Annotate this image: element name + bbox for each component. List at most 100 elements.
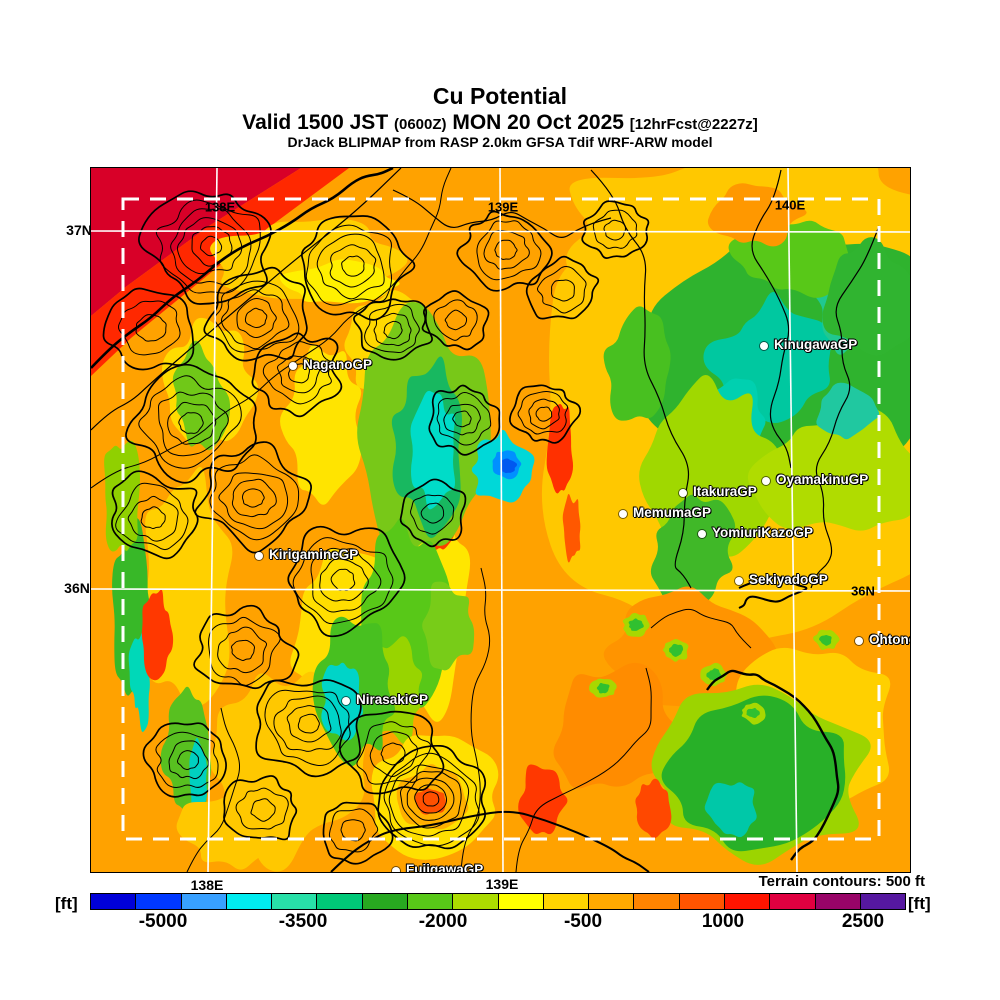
contour-art-path [199, 235, 223, 257]
contour-art-path [536, 266, 587, 314]
color-scale-bar [90, 893, 906, 910]
contour-art-path [535, 406, 553, 422]
valid-date: MON 20 Oct 2025 [446, 110, 630, 134]
station-dot-icon [289, 362, 297, 370]
scale-segment-0 [91, 894, 137, 909]
contour-art-path [410, 494, 455, 535]
contour-art-path [91, 168, 301, 316]
contour-art-path [420, 502, 445, 524]
forecast-tag: [12hrFcst@2227z] [629, 115, 758, 133]
contour-art-path [452, 410, 472, 428]
contour-art-path [194, 441, 312, 554]
contour-art-path [443, 403, 481, 436]
station-label: ItakuraGP [693, 484, 757, 499]
contour-art-path [127, 495, 179, 542]
contour-art-path [276, 355, 321, 394]
contour-art-path [178, 412, 204, 434]
scale-segment-15 [770, 894, 816, 909]
contour-art-path [220, 289, 290, 350]
station-dot-icon [855, 637, 863, 645]
contour-art-path [168, 740, 210, 780]
contour-art-path [546, 404, 574, 494]
station-label: NirasakiGP [356, 692, 429, 707]
contour-art-path [319, 558, 369, 602]
contour-art-path [176, 217, 243, 275]
contour-art-path [340, 819, 366, 842]
contour-art-path [816, 382, 880, 440]
contour-art-path [157, 391, 229, 457]
contour-art-path [422, 791, 440, 807]
contour-art-path [819, 634, 832, 646]
grid-label-140e-inside: 140E [774, 197, 806, 213]
contour-art-path [500, 458, 518, 474]
contour-art-path [456, 210, 553, 292]
contour-art-path [399, 478, 467, 548]
page-title: Cu Potential [432, 83, 568, 109]
station-label: SekiyadoGP [749, 572, 828, 587]
grid-label-139e-outside: 139E [485, 876, 519, 892]
contour-art-path [135, 314, 167, 342]
contour-art-path [436, 391, 492, 446]
contour-art-path [551, 279, 575, 302]
contour-art-path [138, 190, 272, 305]
scale-segment-5 [317, 894, 363, 909]
contour-art-path [517, 391, 569, 435]
scale-segment-1 [136, 894, 182, 909]
contour-art-path [330, 810, 650, 872]
grid-label-36n-outside: 36N [64, 580, 90, 596]
contour-art-path [494, 239, 518, 260]
contour-art-path [236, 297, 277, 339]
grid-label-37n-outside: 37N [66, 222, 92, 238]
contour-art-path [406, 777, 455, 821]
contour-art-path [207, 616, 281, 686]
contour-art-path [415, 787, 446, 815]
scale-segment-10 [543, 894, 590, 909]
scale-segment-9 [498, 894, 544, 909]
station-dot-icon [679, 489, 687, 497]
contour-art-path [322, 801, 394, 865]
contour-art-path [669, 643, 684, 657]
station-label: OhtoneGP [869, 632, 910, 647]
contour-art-path [125, 363, 257, 484]
grid-label-138e-inside: 138E [204, 199, 236, 215]
forecast-map: NaganoGP KinugawaGP OyamakinuGP ItakuraGP Me… [90, 167, 911, 873]
contour-art-path [91, 168, 394, 369]
contour-art-path [380, 742, 406, 766]
contour-art-path [525, 255, 600, 320]
contour-art-path [217, 626, 267, 674]
contour-art-path [297, 713, 320, 734]
title-block: Cu Potential Valid 1500 JST (0600Z) MON … [0, 83, 1000, 151]
scale-segment-17 [860, 894, 906, 909]
valid-prefix: Valid 1500 JST [242, 110, 394, 134]
terrain-contour-lines [91, 168, 880, 872]
contour-art-path [111, 470, 199, 560]
contour-art-path [142, 722, 227, 798]
contour-art-path [562, 493, 581, 563]
station-label: KinugawaGP [774, 337, 858, 352]
contour-art-path [273, 695, 342, 752]
contour-art-path [383, 752, 480, 847]
station-dot-icon [255, 552, 263, 560]
contour-art-path [262, 341, 333, 405]
contour-art-path [117, 300, 181, 356]
contour-art-path [822, 237, 910, 356]
contour-art-path [433, 299, 478, 341]
contour-art-path [255, 679, 362, 778]
contour-art-path [155, 199, 261, 294]
station-dot-icon [392, 867, 400, 872]
contour-art-path [528, 398, 560, 430]
contour-art-path [176, 750, 199, 771]
station-label: NaganoGP [303, 357, 373, 372]
contour-art-path [581, 200, 650, 259]
grid-label-138e-outside: 138E [190, 877, 224, 893]
scale-segment-13 [679, 894, 725, 909]
scale-segment-7 [407, 894, 454, 909]
contour-art-path [383, 320, 403, 340]
station-label: MemumaGP [633, 505, 712, 520]
contour-art-path [421, 290, 490, 351]
contour-art-path [235, 787, 289, 830]
contour-art-path [286, 705, 332, 743]
contour-art-path [264, 689, 351, 766]
station-dot-icon [760, 342, 768, 350]
scale-tick--3500: -3500 [278, 911, 328, 932]
